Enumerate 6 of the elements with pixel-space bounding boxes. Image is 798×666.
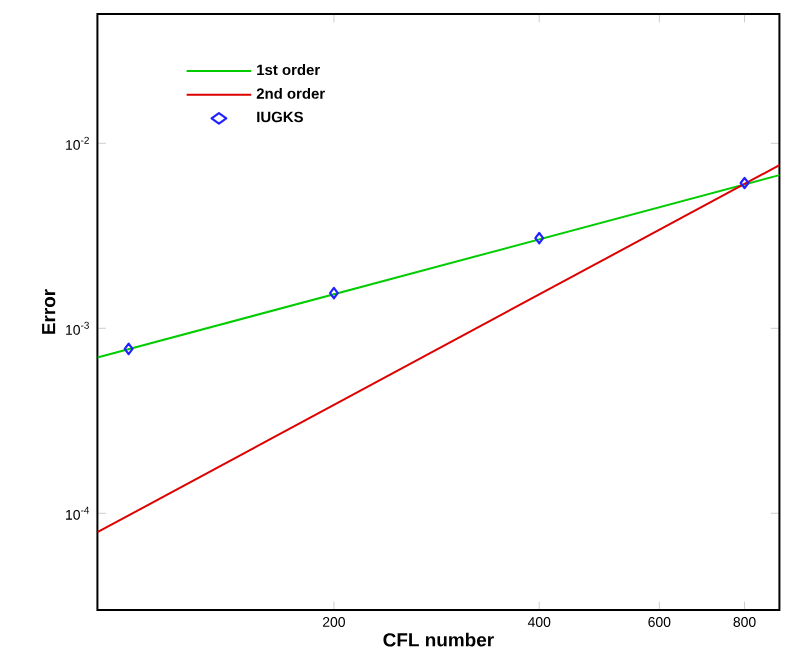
x-axis-title: CFL number xyxy=(383,632,494,647)
point xyxy=(739,176,750,190)
point xyxy=(534,231,545,245)
y-axis-title: Error xyxy=(42,289,56,334)
point xyxy=(123,342,134,356)
point xyxy=(328,286,339,300)
